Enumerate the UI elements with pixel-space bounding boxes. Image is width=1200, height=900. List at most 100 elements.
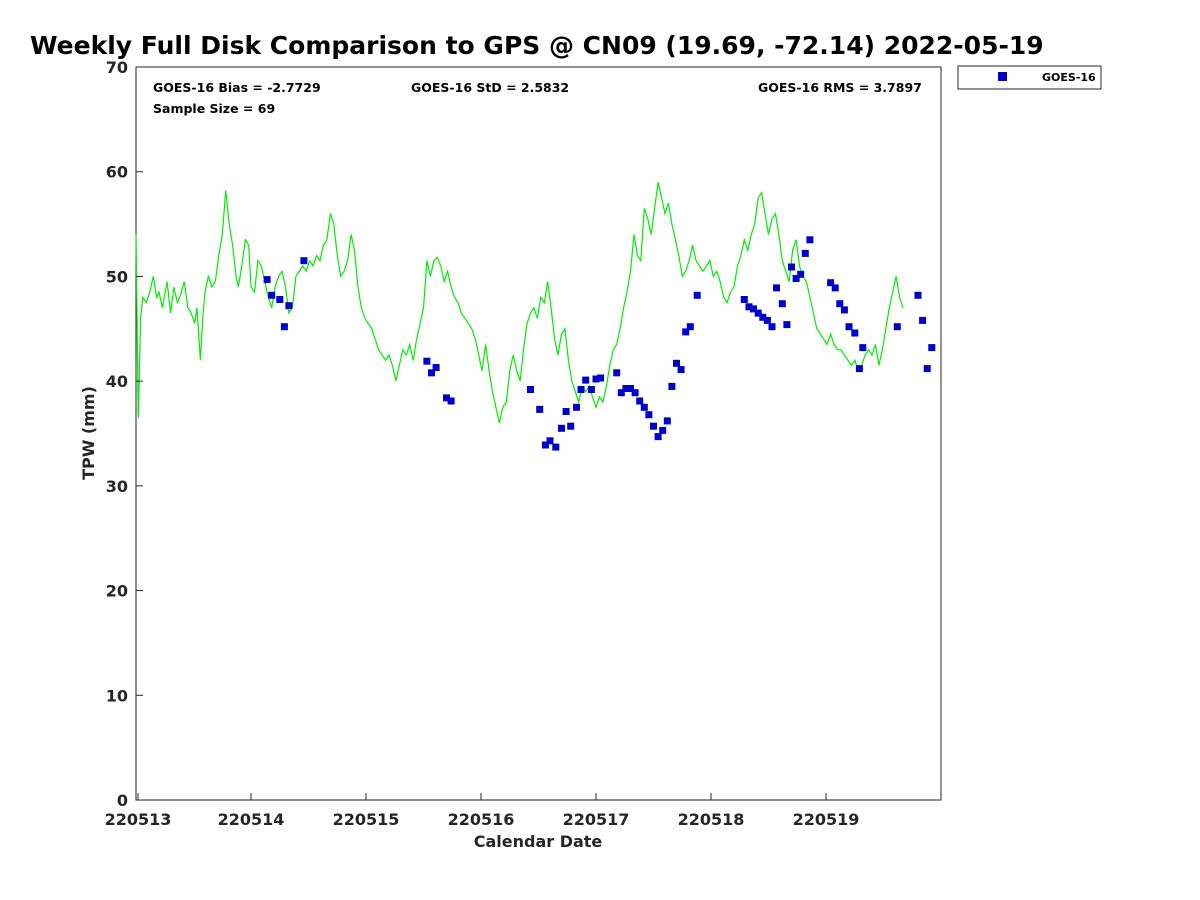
y-tick-label: 0 [117,791,128,810]
goes-16-point [778,300,786,308]
std-stat: GOES-16 StD = 2.5832 [411,80,569,95]
goes-16-point [617,389,625,397]
legend-box [957,65,1102,90]
goes-16-point [836,300,844,308]
goes-16-point [636,397,644,405]
x-tick-label: 220515 [333,810,400,829]
x-tick-label: 220513 [105,810,172,829]
x-axis-label: Calendar Date [474,832,603,851]
rms-stat: GOES-16 RMS = 3.7897 [758,80,922,95]
goes-16-point [827,279,835,287]
x-tick-label: 220514 [218,810,285,829]
chart-title: Weekly Full Disk Comparison to GPS @ CN0… [30,31,1044,60]
goes-16-point [567,422,575,430]
goes-16-point [792,275,800,282]
goes-16-point [693,291,701,299]
bias-stat: GOES-16 Bias = -2.7729 [153,80,321,95]
goes-16-point [831,284,839,292]
goes-16-point [668,382,676,390]
goes-16-point [577,386,585,393]
goes-16-point [597,374,605,382]
goes-16-point [552,443,560,451]
goes-16-point [592,375,600,383]
goes-16-point [773,284,780,292]
goes-16-point [285,302,293,310]
x-tick-label: 220519 [793,810,860,829]
goes-16-point [650,422,657,430]
y-tick-label: 70 [106,58,128,77]
goes-16-point [432,364,440,371]
goes-16-point [631,389,639,397]
x-axis: 220513 220514 220515 220516 220517 220518 2205… [105,793,860,829]
y-tick-label: 20 [106,582,128,601]
y-tick-label: 50 [106,267,128,286]
goes-16-point [587,386,595,393]
goes-16-point [659,426,667,434]
goes-16-point [682,328,690,336]
goes-16-point [740,296,748,303]
goes-16-point [801,249,809,257]
goes-16-point [754,309,762,317]
goes-16-point [806,236,814,244]
goes-16-point [447,397,455,405]
goes-16-point [527,386,534,393]
goes-16-point [645,411,653,419]
goes-16-point [845,323,853,331]
goes-16-point [928,344,936,352]
y-tick-label: 10 [106,686,128,705]
goes-16-point [840,306,848,314]
goes-16-point [562,408,570,415]
goes-16-point [613,369,621,377]
goes-16-point [558,424,565,432]
goes-16-point [783,321,791,329]
gps-series-line [135,182,904,424]
goes-16-point [428,369,435,377]
legend-label: GOES-16 [1042,71,1096,84]
y-tick-label: 30 [106,477,128,496]
x-tick-label: 220517 [563,810,630,829]
goes-16-point [763,316,771,324]
goes-16-point [914,291,922,299]
y-axis-label: TPW (mm) [79,386,98,480]
goes-16-point [640,403,648,411]
goes-16-points [263,236,936,451]
goes-16-point [750,305,757,313]
goes-16-point [759,313,767,321]
goes-16-point [919,316,927,324]
plot-area [135,66,942,801]
goes-16-point [745,303,753,311]
goes-16-point [788,263,795,271]
goes-16-point [263,276,271,284]
goes-16-point [276,296,284,303]
goes-16-point [855,365,863,373]
goes-16-point [423,357,431,365]
goes-16-point [768,323,776,331]
x-tick-label: 220516 [448,810,515,829]
y-axis: 0 10 20 30 40 50 60 70 [106,58,143,810]
goes-16-point [859,344,867,352]
goes-16-point [627,385,634,392]
goes-16-point [893,323,901,331]
goes-16-point [923,365,931,373]
goes-16-point [541,441,549,449]
goes-16-point [673,359,680,367]
goes-16-point [443,394,450,402]
x-tick-label: 220518 [678,810,745,829]
goes-16-point [663,417,671,425]
goes-16-point [677,366,685,374]
plot-background [135,66,942,801]
y-tick-label: 40 [106,372,128,391]
legend: GOES-16 [957,65,1102,90]
goes-16-point [546,437,554,445]
goes-16-point [797,270,805,278]
goes-16-point [300,257,308,265]
goes-16-point [536,405,544,413]
goes-16-point [573,403,580,411]
sample-size-stat: Sample Size = 69 [153,101,275,116]
goes-16-point [654,433,662,441]
goes-16-point [686,323,694,331]
goes-16-point [268,291,276,299]
goes-16-point [851,329,859,337]
goes-16-point [280,323,288,331]
